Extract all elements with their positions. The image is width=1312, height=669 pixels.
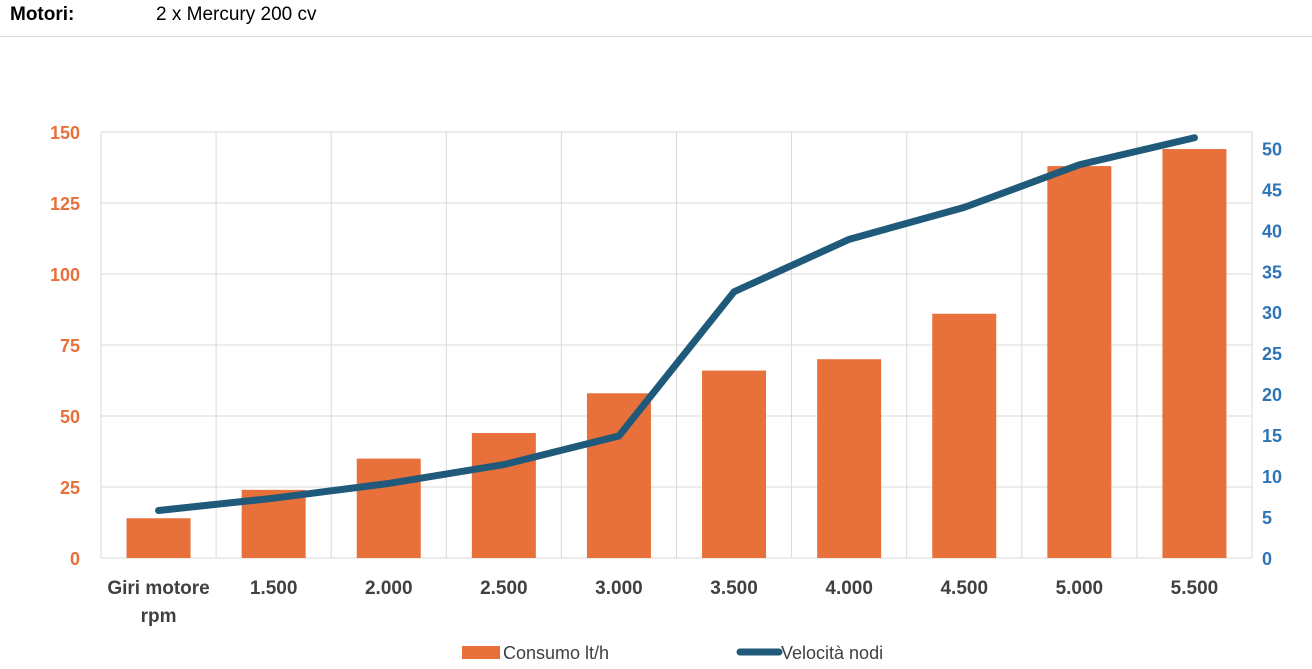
right-tick-label: 35 [1262, 262, 1282, 282]
category-label: 2.000 [365, 578, 413, 599]
engine-label: Motori: [10, 4, 75, 25]
bar-consumption [702, 370, 767, 558]
left-tick-label: 25 [60, 478, 80, 498]
bar-consumption [1162, 149, 1227, 559]
category-label: 4.000 [825, 578, 873, 599]
bar-consumption [126, 518, 191, 558]
right-tick-label: 5 [1262, 508, 1272, 528]
left-tick-label: 0 [70, 549, 80, 569]
left-tick-label: 100 [50, 265, 80, 285]
right-tick-label: 40 [1262, 221, 1282, 241]
right-tick-label: 50 [1262, 139, 1282, 159]
right-axis-ticks: 0 5 10 15 20 25 30 35 40 45 50 [1262, 139, 1282, 569]
right-tick-label: 45 [1262, 180, 1282, 200]
category-labels: Giri motore rpm 1.500 2.000 2.500 3.000 3.500 4… [107, 578, 1218, 627]
consumption-bars [126, 149, 1227, 559]
category-label: 5.500 [1171, 578, 1219, 599]
right-tick-label: 15 [1262, 426, 1282, 446]
header-bar: Motori: 2 x Mercury 200 cv [0, 0, 1312, 37]
right-tick-label: 20 [1262, 385, 1282, 405]
bar-consumption [471, 433, 536, 558]
left-tick-label: 75 [60, 336, 80, 356]
speed-line [155, 134, 1198, 514]
speed-point [158, 509, 160, 511]
left-tick-label: 50 [60, 407, 80, 427]
right-tick-label: 30 [1262, 303, 1282, 323]
speed-point [618, 435, 620, 437]
left-axis-ticks: 0 25 50 75 100 125 150 [50, 123, 80, 569]
legend-swatch-consumption [462, 646, 500, 659]
category-label: rpm [141, 606, 177, 627]
legend: Consumo lt/h Velocità nodi [462, 643, 883, 663]
category-label: 5.000 [1056, 578, 1104, 599]
speed-point [848, 238, 850, 240]
engine-value: 2 x Mercury 200 cv [156, 4, 317, 25]
right-tick-label: 10 [1262, 467, 1282, 487]
category-label: 3.500 [710, 578, 758, 599]
bar-consumption [356, 458, 421, 558]
speed-point [388, 482, 390, 484]
bar-consumption [817, 359, 882, 558]
bar-consumption [586, 393, 651, 558]
left-tick-label: 150 [50, 123, 80, 143]
category-label: 3.000 [595, 578, 643, 599]
legend-label-speed: Velocità nodi [781, 643, 883, 663]
legend-label-consumption: Consumo lt/h [503, 643, 609, 663]
category-label: 4.500 [940, 578, 988, 599]
left-tick-label: 125 [50, 194, 80, 214]
bar-consumption [932, 313, 997, 558]
right-tick-label: 0 [1262, 549, 1272, 569]
speed-point [1193, 137, 1195, 139]
speed-point [963, 206, 965, 208]
speed-point [733, 291, 735, 293]
speed-point [273, 497, 275, 499]
category-label: 1.500 [250, 578, 298, 599]
category-label: Giri motore [107, 578, 209, 599]
category-label: 2.500 [480, 578, 528, 599]
speed-line-group [155, 134, 1198, 514]
right-tick-label: 25 [1262, 344, 1282, 364]
bar-consumption [1047, 166, 1112, 558]
speed-point [503, 464, 505, 466]
speed-point [1078, 164, 1080, 166]
